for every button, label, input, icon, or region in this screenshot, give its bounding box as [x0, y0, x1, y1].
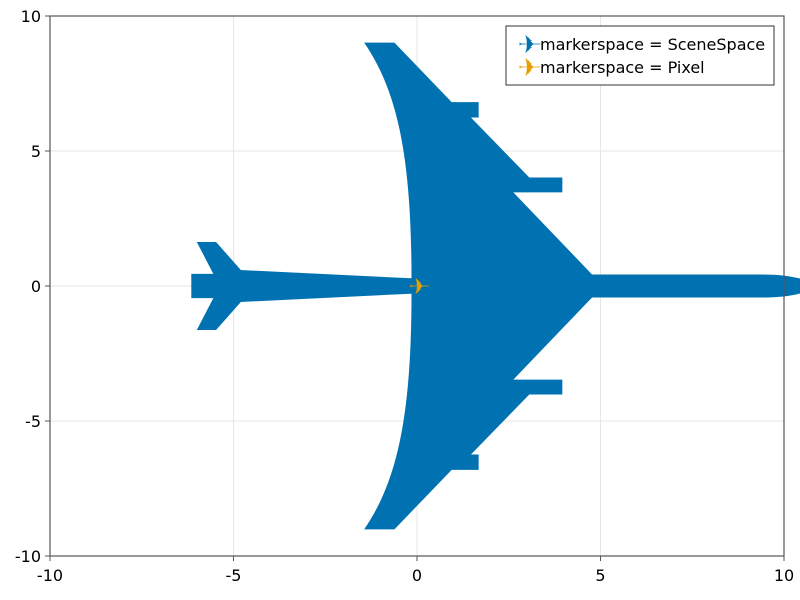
y-tick-label: 0: [31, 277, 41, 296]
legend-entry-label: markerspace = Pixel: [540, 58, 705, 77]
x-tick-label: -5: [226, 566, 242, 585]
scenespace-airplane-marker: [191, 42, 800, 530]
y-tick-label: -10: [15, 547, 41, 566]
y-tick-label: 10: [21, 7, 41, 26]
x-tick-label: 10: [774, 566, 794, 585]
y-tick-label: -5: [25, 412, 41, 431]
legend-entry-label: markerspace = SceneSpace: [540, 35, 765, 54]
x-tick-label: -10: [37, 566, 63, 585]
axis-ticks: -10 -5 0 5 10 -10 -5 0 5 10: [15, 7, 794, 585]
legend: markerspace = SceneSpace markerspace = Pi…: [505, 25, 775, 86]
y-tick-label: 5: [31, 142, 41, 161]
x-tick-label: 5: [595, 566, 605, 585]
legend-box: [505, 25, 775, 86]
plot-marks: [191, 42, 800, 530]
x-tick-label: 0: [412, 566, 422, 585]
